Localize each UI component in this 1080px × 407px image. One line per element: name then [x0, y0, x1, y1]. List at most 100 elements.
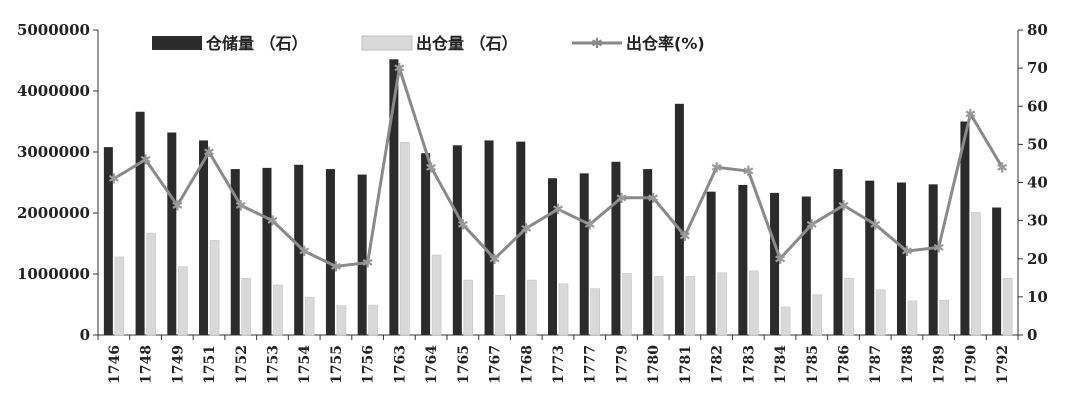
outflow-bar — [1002, 277, 1013, 336]
storage-bar — [421, 153, 431, 335]
storage-bar — [706, 191, 716, 335]
outflow-bar — [526, 279, 537, 336]
storage-bar — [770, 192, 780, 335]
x-tick-label: 1751 — [202, 345, 218, 384]
legend-label-rate: 出仓率(%) — [626, 34, 705, 53]
storage-bar — [992, 207, 1002, 335]
outflow-bar — [622, 273, 632, 336]
x-tick-label: 1755 — [329, 345, 345, 384]
x-tick-label: 1768 — [519, 345, 535, 384]
storage-bar — [928, 184, 938, 335]
rate-point: ✱ — [267, 214, 279, 230]
x-tick-label: 1756 — [361, 345, 377, 384]
x-tick-label: 1779 — [614, 345, 630, 384]
outflow-bar — [368, 304, 378, 336]
x-tick-label: 1782 — [710, 345, 726, 384]
legend: 仓储量 （石） 出仓量 （石） ✱ 出仓率(%) — [152, 34, 705, 53]
right-y-tick-label: 50 — [1027, 135, 1048, 153]
storage-bar — [325, 169, 335, 335]
storage-bar — [896, 182, 906, 335]
left-y-tick-label: 4000000 — [17, 82, 90, 100]
outflow-bar — [241, 277, 252, 336]
bar-series — [103, 59, 1013, 336]
right-y-tick-label: 0 — [1027, 326, 1037, 344]
right-y-tick-label: 10 — [1027, 288, 1048, 306]
outflow-bar — [304, 296, 315, 336]
x-tick-label: 1785 — [805, 345, 821, 384]
x-tick-label: 1764 — [424, 345, 440, 384]
x-tick-label: 1765 — [456, 345, 472, 384]
right-y-tick-label: 60 — [1027, 97, 1048, 115]
x-tick-label: 1780 — [646, 345, 662, 384]
rate-point: ✱ — [425, 160, 437, 176]
rate-point: ✱ — [996, 160, 1008, 176]
rate-point: ✱ — [711, 160, 723, 176]
x-tick-label: 1763 — [392, 345, 408, 384]
rate-point: ✱ — [108, 172, 120, 188]
x-tick-label: 1767 — [488, 345, 504, 384]
right-y-tick-label: 80 — [1027, 21, 1048, 39]
outflow-bar — [590, 288, 601, 336]
storage-bar — [484, 140, 494, 335]
outflow-bar — [685, 276, 696, 336]
left-y-tick-label: 5000000 — [17, 21, 90, 39]
outflow-bar — [431, 254, 442, 336]
legend-swatch-outflow — [361, 35, 413, 51]
outflow-bar — [780, 306, 791, 336]
storage-bar — [865, 180, 875, 335]
rate-point: ✱ — [330, 259, 342, 275]
x-tick-label: 1784 — [773, 345, 789, 384]
storage-bar — [801, 196, 811, 335]
rate-point: ✱ — [362, 256, 374, 272]
storage-bar — [199, 140, 209, 335]
storage-bar — [230, 169, 240, 335]
outflow-bar — [178, 266, 188, 336]
axes — [93, 29, 1023, 340]
storage-bar — [389, 59, 399, 335]
rate-point: ✱ — [584, 217, 596, 233]
rate-point: ✱ — [489, 252, 501, 268]
outflow-bar — [875, 289, 886, 336]
outflow-bar — [939, 299, 949, 336]
outflow-bar — [653, 276, 664, 336]
rate-point: ✱ — [742, 164, 754, 180]
outflow-bar — [146, 232, 156, 336]
rate-point: ✱ — [203, 145, 215, 161]
storage-bar — [103, 147, 113, 335]
rate-point: ✱ — [901, 244, 913, 260]
right-y-tick-label: 70 — [1027, 59, 1048, 77]
x-tick-label: 1783 — [741, 345, 757, 384]
storage-bar — [294, 164, 304, 335]
x-tick-label: 1786 — [837, 345, 853, 384]
storage-bar — [611, 161, 621, 335]
left-y-tick-label: 1000000 — [17, 265, 90, 283]
storage-bar — [579, 173, 589, 335]
x-tick-label: 1787 — [868, 345, 884, 384]
outflow-bar — [209, 240, 220, 336]
storage-bar — [167, 132, 177, 335]
outflow-bar — [495, 295, 505, 336]
rate-point: ✱ — [774, 252, 786, 268]
outflow-bar — [907, 300, 918, 336]
left-y-tick-label: 3000000 — [17, 143, 90, 161]
legend-marker-rate: ✱ — [591, 36, 603, 52]
storage-bar — [516, 141, 526, 335]
right-y-tick-label: 30 — [1027, 212, 1048, 230]
legend-label-storage: 仓储量 （石） — [205, 34, 308, 53]
x-tick-label: 1777 — [583, 345, 599, 384]
x-tick-label: 1746 — [107, 345, 123, 384]
left-y-tick-labels: 0 1000000 2000000 3000000 4000000 5000000 — [17, 21, 90, 344]
outflow-bar — [336, 305, 347, 336]
x-tick-label: 1789 — [932, 345, 948, 384]
rate-point: ✱ — [235, 198, 247, 214]
outflow-bar — [463, 279, 474, 336]
outflow-bar — [400, 141, 410, 336]
left-y-tick-label: 2000000 — [17, 204, 90, 222]
x-tick-label: 1752 — [234, 345, 250, 384]
rate-line-series: ✱ ✱ ✱ ✱ ✱ ✱ ✱ ✱ ✱ ✱ ✱ ✱ ✱ ✱ ✱ ✱ ✱ ✱ ✱ ✱ ✱ ✱ ✱ ✱ ✱ ✱ ✱ ✱ ✱ — [108, 61, 1008, 275]
x-tick-label: 1781 — [678, 345, 694, 384]
x-tick-label: 1754 — [297, 345, 313, 384]
rate-line — [113, 66, 1004, 268]
